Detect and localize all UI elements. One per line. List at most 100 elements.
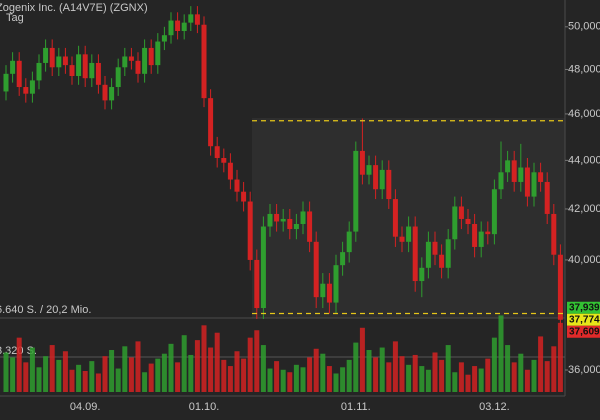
candle-body [478, 231, 484, 247]
volume-bar [161, 353, 167, 392]
volume-bar [373, 357, 379, 392]
volume-bar [498, 315, 504, 392]
volume-bar [366, 350, 372, 392]
volume-bar [247, 337, 253, 392]
volume-bar [10, 357, 16, 392]
volume-bar [62, 351, 68, 392]
candle-body [320, 283, 326, 298]
x-tick-label: 04.09. [70, 401, 101, 413]
price-label-box [567, 325, 600, 338]
volume-bar [267, 368, 273, 392]
y-tick-label: 46,000 [568, 108, 600, 120]
volume-bar [458, 362, 464, 392]
volume-bar [524, 369, 530, 392]
volume-bar [557, 322, 563, 392]
volume-bar [300, 367, 306, 392]
x-tick-label: 01.11. [341, 401, 371, 413]
volume-bar [538, 336, 544, 392]
candle-body [359, 150, 365, 175]
volume-bar [346, 359, 352, 392]
volume-bar [293, 364, 299, 392]
y-tick-label: 36,000 [568, 364, 600, 376]
candle-body [379, 169, 385, 190]
candle-body [452, 206, 458, 240]
volume-bar [36, 367, 42, 392]
candle-body [16, 60, 22, 88]
candle-body [531, 172, 537, 197]
volume-bar [241, 358, 247, 392]
volume-bar [254, 330, 260, 392]
candle-body [62, 56, 68, 66]
candle-body [155, 41, 161, 66]
volume-bar [95, 373, 101, 392]
volume-bar [452, 372, 458, 392]
candle-body [505, 160, 511, 173]
candle-body [102, 84, 108, 101]
volume-bar [109, 350, 115, 392]
candle-body [82, 54, 88, 79]
volume-bar [16, 337, 22, 392]
volume-bar [135, 341, 141, 392]
y-tick-label: 48,000 [568, 63, 600, 75]
volume-bar [465, 374, 471, 392]
candle-body [518, 167, 524, 182]
candle-body [333, 265, 339, 303]
candle-body [254, 259, 260, 309]
volume-bar [69, 369, 75, 392]
volume-bar [49, 345, 55, 392]
candle-body [439, 254, 445, 268]
volume-bar [478, 368, 484, 392]
candle-body [194, 14, 200, 25]
volume-bar [221, 359, 227, 392]
candle-body [366, 165, 372, 175]
candle-body [538, 172, 544, 182]
candle-body [491, 189, 497, 235]
volume-bar [188, 354, 194, 392]
candle-body [188, 14, 194, 23]
candle-body [36, 62, 42, 81]
y-tick-label: 50,000 [568, 21, 600, 33]
volume-bar [399, 356, 405, 392]
candle-body [544, 181, 550, 214]
candle-body [340, 252, 346, 266]
volume-bar [511, 362, 517, 392]
candle-body [181, 22, 187, 32]
candle-body [3, 73, 9, 92]
volume-bar [491, 337, 497, 392]
volume-bar [412, 354, 418, 392]
volume-bar [194, 340, 200, 392]
chart-subtitle: Tag [6, 12, 24, 24]
volume-bar [353, 342, 359, 392]
volume-bar [175, 362, 181, 392]
candle-body [412, 226, 418, 282]
candle-body [227, 162, 233, 180]
volume-bar [43, 356, 49, 392]
candle-body [293, 223, 299, 230]
candle-body [313, 241, 319, 298]
candle-body [353, 150, 359, 232]
candle-body [201, 24, 207, 99]
candle-body [511, 160, 517, 182]
volume-bar [320, 353, 326, 392]
candle-body [551, 213, 557, 255]
volume-bar [148, 363, 154, 392]
price-label: 37,609 [569, 326, 600, 337]
volume-bar [29, 347, 35, 392]
candle-body [485, 231, 491, 235]
candle-body [392, 199, 398, 237]
volume-bar [313, 348, 319, 392]
volume-bar [406, 364, 412, 392]
candle-body [465, 218, 471, 224]
volume-bar [274, 361, 280, 392]
volume-bar [392, 341, 398, 392]
candle-body [300, 211, 306, 224]
candle-body [161, 35, 167, 42]
volume-bar [102, 356, 108, 392]
candle-body [241, 191, 247, 202]
volume-bar [340, 367, 346, 392]
volume-bar [531, 359, 537, 392]
candle-body [432, 241, 438, 255]
chart-title: Zogenix Inc. (A14V7E) (ZGNX) [0, 2, 148, 14]
candle-body [247, 201, 253, 260]
